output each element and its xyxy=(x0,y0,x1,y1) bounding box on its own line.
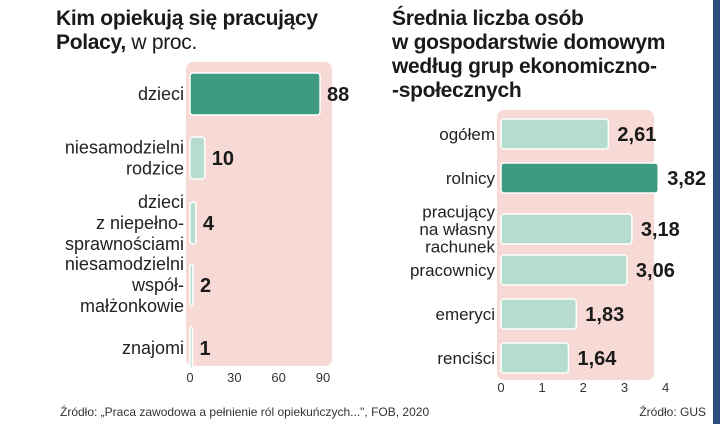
right-value-label: 1,64 xyxy=(577,348,617,370)
left-title-bold: Polacy, xyxy=(56,31,126,54)
left-title-unit: w proc. xyxy=(125,31,198,54)
right-bar xyxy=(500,254,628,286)
right-chart-title: Średnia liczba osób w gospodarstwie domo… xyxy=(392,7,712,103)
right-bar xyxy=(500,118,610,150)
right-value-label: 3,18 xyxy=(641,219,680,241)
right-plot-panel xyxy=(497,110,654,380)
right-category-label: emeryci xyxy=(435,305,495,324)
left-tick-label: 30 xyxy=(227,370,241,385)
left-value-label: 2 xyxy=(200,275,211,297)
left-title-line-2: Polacy, w proc. xyxy=(56,31,376,55)
left-chart-title: Kim opiekują się pracujący Polacy, w pro… xyxy=(56,7,376,55)
right-title-line-4: -społecznych xyxy=(392,79,522,102)
right-bar xyxy=(500,298,578,330)
left-value-label: 10 xyxy=(212,148,234,170)
left-value-label: 4 xyxy=(203,213,215,235)
right-category-label: na własny xyxy=(419,220,495,239)
right-bar xyxy=(500,342,570,374)
left-category-label: niesamodzielni xyxy=(65,138,184,158)
right-bar xyxy=(500,213,633,245)
left-category-label: znajomi xyxy=(122,338,184,358)
left-tick-label: 90 xyxy=(316,370,330,385)
right-tick-label: 2 xyxy=(580,380,587,395)
right-title-line-1: Średnia liczba osób xyxy=(392,7,584,30)
right-tick-label: 3 xyxy=(621,380,628,395)
right-category-label: rolnicy xyxy=(446,169,496,188)
right-category-label: pracujący xyxy=(422,203,495,222)
right-value-label: 3,06 xyxy=(636,260,675,282)
right-value-label: 3,82 xyxy=(667,168,706,190)
left-value-label: 88 xyxy=(327,84,349,106)
left-bar xyxy=(189,136,206,180)
left-bar xyxy=(189,201,197,245)
page-edge-bar xyxy=(713,0,720,424)
left-source: Źródło: „Praca zawodowa a pełnienie ról … xyxy=(60,405,430,419)
left-category-label: małżonkowie xyxy=(80,296,184,316)
right-tick-label: 4 xyxy=(662,380,669,395)
left-category-label: dzieci xyxy=(138,84,184,104)
right-title-line-2: w gospodarstwie domowym xyxy=(392,31,666,54)
right-category-label: rachunek xyxy=(425,238,495,257)
left-plot-panel xyxy=(186,62,332,366)
left-bar xyxy=(189,72,321,116)
right-value-label: 2,61 xyxy=(617,124,656,146)
left-bar xyxy=(189,263,194,307)
right-bar xyxy=(500,162,659,194)
right-category-label: pracownicy xyxy=(410,261,496,280)
right-source: Źródło: GUS xyxy=(639,405,706,419)
left-category-label: z niepełno- xyxy=(96,213,184,233)
left-category-label: rodzice xyxy=(126,159,184,179)
left-bar xyxy=(189,326,194,370)
right-tick-label: 1 xyxy=(539,380,546,395)
left-tick-label: 60 xyxy=(271,370,285,385)
right-category-label: ogółem xyxy=(439,125,495,144)
right-value-label: 1,83 xyxy=(585,304,624,326)
left-category-label: współ- xyxy=(131,275,184,295)
right-tick-label: 0 xyxy=(497,380,504,395)
left-title-line-1: Kim opiekują się pracujący xyxy=(56,7,318,30)
right-category-label: renciści xyxy=(437,349,495,368)
left-value-label: 1 xyxy=(200,338,211,360)
left-category-label: sprawnościami xyxy=(65,234,184,254)
left-category-label: dzieci xyxy=(138,192,184,212)
left-tick-label: 0 xyxy=(186,370,193,385)
left-category-label: niesamodzielni xyxy=(65,254,184,274)
right-title-line-3: według grup ekonomiczno- xyxy=(392,55,657,78)
